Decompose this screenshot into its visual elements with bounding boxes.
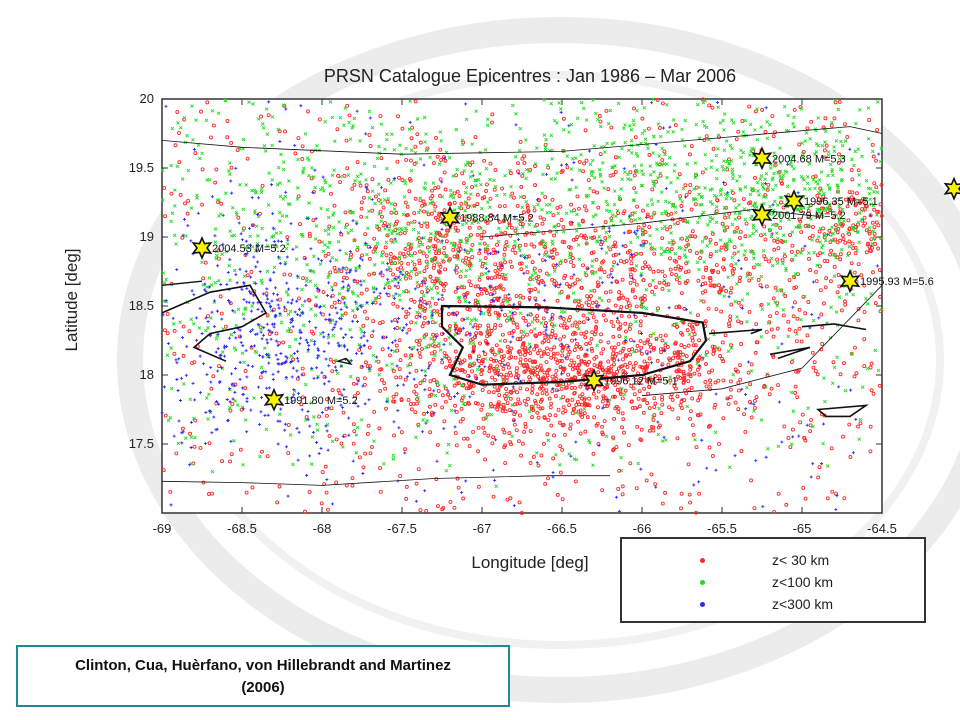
island-outlines <box>161 126 883 486</box>
x-tick-label: -68.5 <box>227 521 257 536</box>
legend-item-intermediate: z<100 km <box>622 573 924 593</box>
legend-marker-shallow <box>700 558 705 563</box>
epicentre-points <box>160 97 884 515</box>
event-star <box>583 368 605 393</box>
legend-item-shallow: z< 30 km <box>622 551 924 571</box>
chart-title: PRSN Catalogue Epicentres : Jan 1986 – M… <box>323 66 737 86</box>
x-tick-label: -66.5 <box>547 521 577 536</box>
event-label: 2001.79 M=5.2 <box>772 210 846 222</box>
y-tick-label: 17.5 <box>129 436 154 451</box>
legend-label-deep: z<300 km <box>772 596 834 612</box>
event-label: 1995.93 M=5.6 <box>860 276 934 288</box>
event-star <box>191 236 213 260</box>
event-label: 2004.53 M=5.2 <box>212 243 286 255</box>
event-label: 1988.84 M=5.2 <box>460 213 534 225</box>
legend: z< 30 km z<100 km z<300 km <box>620 537 926 623</box>
axis-ticks: -69 -68.5 -68 -67.5 -67 -66.5 -66 -65.5 -65 -64.5… <box>129 91 897 536</box>
y-axis-label: Latitude [deg] <box>62 248 81 352</box>
event-label: 1996.35 M=5.1 <box>804 196 878 208</box>
x-tick-label: -67.5 <box>387 521 417 536</box>
x-tick-label: -69 <box>153 521 172 536</box>
legend-label-intermediate: z<100 km <box>772 574 834 590</box>
y-tick-label: 19.5 <box>129 160 154 175</box>
x-tick-label: -64.5 <box>867 521 897 536</box>
y-tick-label: 20 <box>140 91 154 106</box>
y-tick-label: 18 <box>140 367 154 382</box>
x-tick-label: -67 <box>473 521 492 536</box>
event-label: 2004.68 M=5.3 <box>772 153 846 165</box>
citation-authors: Clinton, Cua, Huèrfano, von Hillebrandt … <box>75 657 451 674</box>
event-star <box>751 146 773 171</box>
x-tick-label: -68 <box>313 521 332 536</box>
x-tick-label: -66 <box>633 521 652 536</box>
event-star <box>751 202 773 227</box>
y-tick-label: 18.5 <box>129 298 154 313</box>
event-label: 1991.80 M=5.2 <box>284 395 358 407</box>
legend-marker-intermediate <box>700 580 705 585</box>
x-tick-label: -65 <box>793 521 812 536</box>
y-tick-label: 19 <box>140 229 154 244</box>
event-star <box>783 189 805 214</box>
major-events: 2004.68 M=5.3 1996.35 M=5.1 2001.79 M=5.2 2… <box>191 146 960 412</box>
legend-marker-deep <box>700 602 705 607</box>
x-tick-label: -65.5 <box>707 521 737 536</box>
x-axis-label: Longitude [deg] <box>471 553 589 572</box>
event-star <box>839 269 861 294</box>
citation-box: Clinton, Cua, Huèrfano, von Hillebrandt … <box>16 645 510 707</box>
event-star <box>263 387 285 412</box>
event-star <box>943 176 960 201</box>
legend-label-shallow: z< 30 km <box>772 552 830 568</box>
legend-item-deep: z<300 km <box>622 595 924 615</box>
citation-year: (2006) <box>241 679 285 696</box>
event-star <box>439 205 461 230</box>
event-label: 1996.12 M=5.1 <box>604 376 678 388</box>
